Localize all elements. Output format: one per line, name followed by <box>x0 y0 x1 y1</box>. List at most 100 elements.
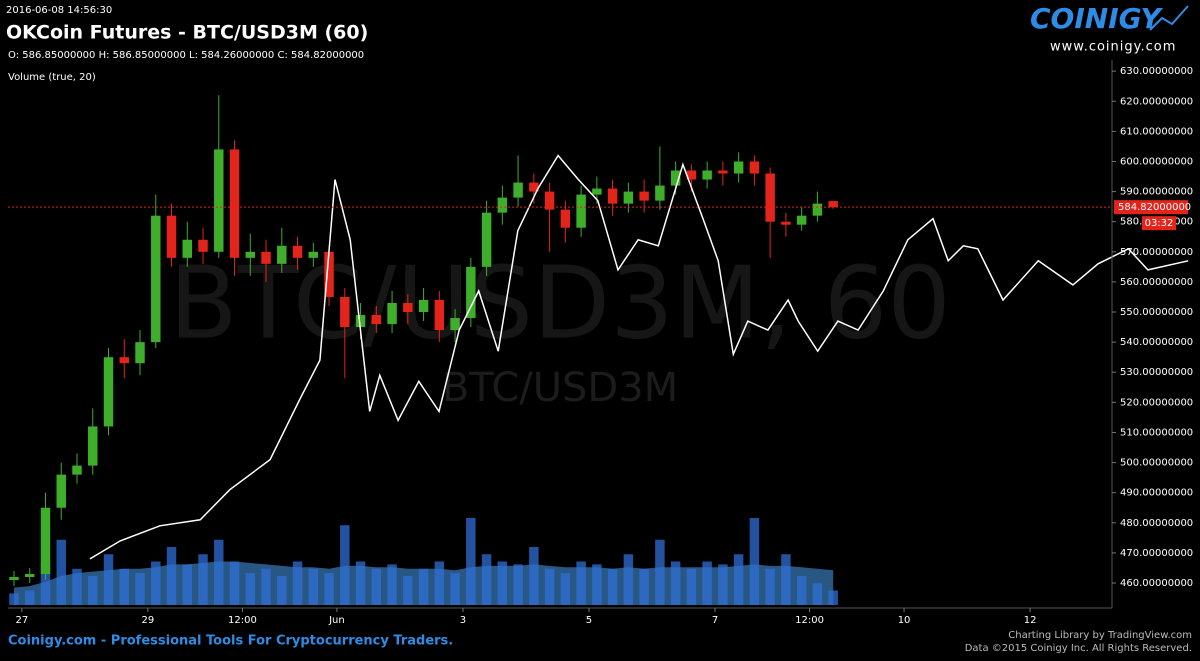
volume-bar <box>623 554 634 605</box>
countdown-box <box>1142 216 1176 231</box>
candle-body <box>749 161 760 174</box>
volume-bar <box>72 568 82 605</box>
candle-body <box>25 573 35 577</box>
volume-bar <box>214 539 224 605</box>
candle-body <box>324 251 334 297</box>
candle-body <box>119 357 129 364</box>
last-price-label: 584.82000000 <box>1118 202 1191 213</box>
credit: Charting Library by TradingView.com <box>1008 630 1192 641</box>
candle-body <box>72 465 82 475</box>
candle-body <box>434 299 445 331</box>
candle-body <box>560 209 571 228</box>
volume-bar <box>733 554 744 605</box>
candle-body <box>670 170 681 186</box>
candle-body <box>623 191 634 204</box>
y-tick-label: 620.00000000 <box>1120 96 1193 107</box>
volume-bar <box>450 573 460 605</box>
volume-bar <box>229 561 240 605</box>
candle-body <box>796 215 807 225</box>
candle-body <box>592 188 602 195</box>
volume-bar <box>749 518 760 605</box>
volume-bar <box>292 561 303 605</box>
y-tick-label: 510.00000000 <box>1120 427 1193 438</box>
candle-body <box>733 161 744 174</box>
volume-bar <box>387 564 397 605</box>
y-tick-label: 550.00000000 <box>1120 307 1193 318</box>
volume-bar <box>702 561 712 605</box>
candle-body <box>702 170 712 180</box>
volume-bar <box>544 568 555 605</box>
logo-url: www.coinigy.com <box>1050 40 1176 55</box>
candle-body <box>103 357 114 427</box>
volume-bar <box>639 568 649 605</box>
x-tick-label: 29 <box>142 615 155 626</box>
candle-body <box>166 215 177 258</box>
candle-body <box>529 182 539 192</box>
chart-title: OKCoin Futures - BTC/USD3M (60) <box>6 22 368 44</box>
watermark: BTC/USD3M, 60 <box>169 244 951 361</box>
volume-bar <box>796 576 807 605</box>
volume-bar <box>592 564 602 605</box>
candle-body <box>88 426 98 466</box>
volume-bar <box>277 576 287 605</box>
candle-body <box>9 576 19 581</box>
watermark-small: BTC/USD3M <box>442 365 678 411</box>
y-tick-label: 520.00000000 <box>1120 397 1193 408</box>
candle-body <box>245 251 256 258</box>
volume-bar <box>88 576 98 605</box>
candle-body <box>812 203 823 216</box>
volume-bar <box>765 568 775 605</box>
volume-bar <box>560 573 571 605</box>
last-price-box <box>1114 200 1188 215</box>
candle-body <box>40 507 51 574</box>
candle-body <box>481 212 492 267</box>
candle-body <box>355 315 366 328</box>
volume-bar <box>828 590 838 605</box>
volume-bar <box>324 573 334 605</box>
x-tick-label: 12:00 <box>228 615 257 626</box>
volume-bar <box>308 568 319 605</box>
candle-body <box>781 221 791 225</box>
volume-bar <box>135 573 145 605</box>
y-tick-label: 600.00000000 <box>1120 156 1193 167</box>
volume-bar <box>103 554 114 605</box>
volume-bar <box>245 573 256 605</box>
y-tick-label: 630.00000000 <box>1120 66 1193 77</box>
candle-body <box>214 149 224 252</box>
x-tick-label: 12:00 <box>795 615 824 626</box>
y-tick-label: 530.00000000 <box>1120 367 1193 378</box>
candle-body <box>639 191 649 201</box>
volume-bar <box>670 561 681 605</box>
candle-body <box>450 318 460 331</box>
candle-body <box>371 315 382 325</box>
candle-body <box>229 149 240 258</box>
x-tick-label: 10 <box>898 615 911 626</box>
candle-body <box>576 194 586 228</box>
y-tick-label: 460.00000000 <box>1120 578 1193 589</box>
volume-bar <box>812 583 823 605</box>
candle-body <box>292 245 303 258</box>
candle-body <box>607 188 618 204</box>
volume-bar <box>466 518 476 605</box>
indicator-label: Volume (true, 20) <box>8 72 96 83</box>
candle-body <box>513 182 523 198</box>
volume-bar <box>166 547 177 605</box>
candle-body <box>544 191 555 210</box>
candle-body <box>56 474 66 508</box>
watermark-group: BTC/USD3M, 60 BTC/USD3M <box>169 244 951 411</box>
candle-body <box>497 197 508 213</box>
ohlc-legend: O: 586.85000000 H: 586.85000000 L: 584.2… <box>8 50 364 61</box>
candle-body <box>198 239 208 252</box>
volume-bar <box>434 561 445 605</box>
volume-bar <box>497 561 508 605</box>
volume-bar <box>655 539 665 605</box>
volume-bar <box>576 561 586 605</box>
y-tick-label: 540.00000000 <box>1120 337 1193 348</box>
y-tick-label: 490.00000000 <box>1120 488 1193 499</box>
timestamp: 2016-06-08 14:56:30 <box>6 5 112 16</box>
x-tick-label: 27 <box>15 615 28 626</box>
x-tick-label: Jun <box>328 615 345 626</box>
y-tick-label: 560.00000000 <box>1120 277 1193 288</box>
candle-body <box>718 170 728 174</box>
